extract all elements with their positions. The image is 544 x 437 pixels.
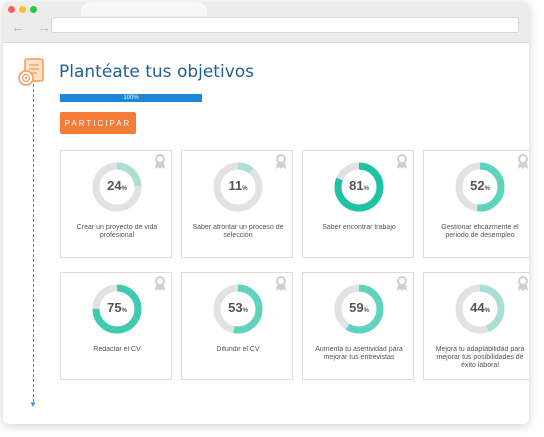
progress-ring <box>213 162 263 212</box>
progress-ring-arc <box>334 162 384 212</box>
progress-ring <box>334 284 384 334</box>
award-icon <box>155 276 165 291</box>
objective-card[interactable]: 81% Saber encontrar trabajo <box>302 150 414 258</box>
award-icon <box>518 276 528 291</box>
progress-ring-arc <box>92 284 142 334</box>
progress-ring-arc <box>213 284 263 334</box>
objective-card[interactable]: 24% Crear un proyecto de vida profesional <box>60 150 172 258</box>
progress-ring <box>455 284 505 334</box>
award-icon <box>276 276 286 291</box>
page-title: Plantéate tus objetivos <box>59 62 255 82</box>
participate-button[interactable]: PARTICIPAR <box>60 112 136 134</box>
objective-label: Saber afrontar un proceso de selección <box>192 224 284 239</box>
progress-ring <box>455 162 505 212</box>
progress-ring-arc <box>213 162 263 212</box>
objective-card[interactable]: 52% Gestionar eficazmente el periodo de d… <box>423 150 529 258</box>
percent-value: 11% <box>228 178 248 193</box>
back-forward-icon[interactable]: ← → <box>11 19 55 35</box>
progress-bar: 100% <box>60 94 202 102</box>
percent-value: 81% <box>349 178 369 193</box>
progress-ring <box>92 162 142 212</box>
objective-card[interactable]: 11% Saber afrontar un proceso de selecció… <box>181 150 293 258</box>
progress-ring <box>213 284 263 334</box>
objective-label: Crear un proyecto de vida profesional <box>76 224 158 239</box>
award-icon <box>155 154 165 169</box>
percent-value: 52% <box>470 178 490 193</box>
objectives-grid: 24% Crear un proyecto de vida profesional… <box>60 150 529 390</box>
progress-ring <box>92 284 142 334</box>
percent-value: 53% <box>228 300 248 315</box>
objective-card[interactable]: 53% Difundir el CV <box>181 272 293 380</box>
timeline-arrow-icon: ▼ <box>29 400 37 409</box>
target-notebook-icon <box>18 58 44 86</box>
progress-ring-arc <box>92 162 142 212</box>
award-icon <box>518 154 528 169</box>
percent-value: 44% <box>470 300 490 315</box>
objective-label: Saber encontrar trabajo <box>322 224 396 231</box>
address-bar[interactable] <box>51 17 519 33</box>
percent-value: 59% <box>349 300 369 315</box>
progress-ring-arc <box>455 284 505 334</box>
percent-value: 75% <box>107 300 127 315</box>
timeline-line <box>33 84 34 402</box>
objective-label: Gestionar eficazmente el periodo de dese… <box>441 224 519 239</box>
percent-value: 24% <box>107 178 127 193</box>
progress-ring-arc <box>455 162 505 212</box>
award-icon <box>276 154 286 169</box>
award-icon <box>397 154 407 169</box>
objective-label: Mejora tu adaptabilidad para mejorar tus… <box>435 346 525 369</box>
objective-card[interactable]: 44% Mejora tu adaptabilidad para mejorar … <box>423 272 529 380</box>
objective-card[interactable]: 75% Redactar el CV <box>60 272 172 380</box>
progress-fill: 100% <box>60 94 202 102</box>
browser-chrome: ← → <box>3 2 529 43</box>
browser-tab[interactable] <box>81 2 207 16</box>
objective-label: Difundir el CV <box>216 346 260 353</box>
minimize-window-dot[interactable] <box>19 6 26 13</box>
objective-card[interactable]: 59% Aumenta tu asertividad para mejorar t… <box>302 272 414 380</box>
progress-ring-arc <box>334 284 384 334</box>
browser-window: ← → ▼ Plantéate tus objetivos 100% PARTI… <box>3 2 529 424</box>
objective-label: Redactar el CV <box>93 346 141 353</box>
progress-ring <box>334 162 384 212</box>
close-window-dot[interactable] <box>8 6 15 13</box>
award-icon <box>397 276 407 291</box>
objective-label: Aumenta tu asertividad para mejorar tus … <box>315 346 403 361</box>
maximize-window-dot[interactable] <box>30 6 37 13</box>
